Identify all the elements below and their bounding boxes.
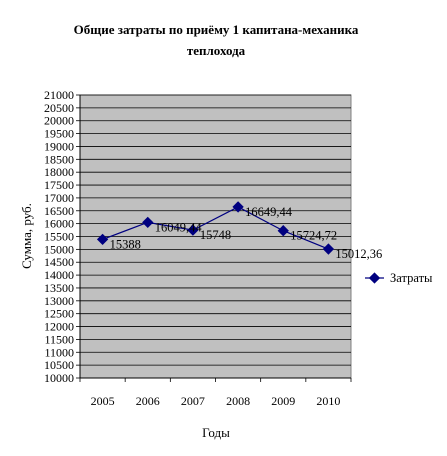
x-tick-label: 2007 bbox=[181, 394, 205, 408]
legend: Затраты bbox=[365, 271, 433, 285]
data-point bbox=[277, 225, 289, 237]
y-tick-label: 14000 bbox=[44, 268, 74, 282]
y-axis-ticks: 1000010500110001150012000125001300013500… bbox=[44, 88, 80, 385]
y-tick-label: 19000 bbox=[44, 139, 74, 153]
y-tick-label: 12000 bbox=[44, 320, 74, 334]
legend-label: Затраты bbox=[390, 271, 433, 285]
data-label: 15748 bbox=[200, 228, 231, 242]
x-tick-label: 2008 bbox=[226, 394, 250, 408]
y-tick-label: 10500 bbox=[44, 358, 74, 372]
y-tick-label: 19500 bbox=[44, 127, 74, 141]
y-tick-label: 20500 bbox=[44, 101, 74, 115]
x-axis-ticks: 2005 2006 2007 2008 2009 2010 bbox=[79, 95, 352, 408]
series-line bbox=[102, 206, 329, 250]
data-point bbox=[187, 224, 199, 236]
y-tick-label: 20000 bbox=[44, 114, 74, 128]
data-label: 15724,72 bbox=[290, 229, 337, 243]
y-axis-title: Сумма, руб. bbox=[19, 203, 34, 269]
chart-title-line-2: теплохода bbox=[187, 43, 246, 58]
data-point bbox=[142, 216, 154, 229]
chart-title-line-1: Общие затраты по приёму 1 капитана-механ… bbox=[74, 22, 359, 37]
data-label: 16049,44 bbox=[155, 220, 203, 234]
data-label: 15012,36 bbox=[335, 247, 382, 261]
y-tick-label: 17500 bbox=[44, 178, 74, 192]
x-tick-label: 2006 bbox=[136, 394, 160, 408]
series-zatraty bbox=[96, 201, 335, 255]
x-tick-label: 2005 bbox=[91, 394, 115, 408]
y-tick-label: 18500 bbox=[44, 152, 74, 166]
y-tick-label: 13000 bbox=[44, 294, 74, 308]
x-axis-title: Годы bbox=[202, 425, 230, 440]
y-tick-label: 16000 bbox=[44, 217, 74, 231]
data-label: 15388 bbox=[110, 237, 141, 251]
y-tick-label: 17000 bbox=[44, 191, 74, 205]
y-tick-label: 10000 bbox=[44, 371, 74, 385]
x-tick-label: 2009 bbox=[271, 394, 295, 408]
data-point bbox=[322, 243, 335, 255]
y-tick-label: 16500 bbox=[44, 204, 74, 218]
legend-marker bbox=[368, 272, 381, 284]
y-tick-label: 13500 bbox=[44, 281, 74, 295]
y-tick-label: 21000 bbox=[44, 88, 74, 102]
y-tick-label: 18000 bbox=[44, 165, 74, 179]
y-tick-label: 11500 bbox=[44, 332, 74, 346]
data-label: 16649,44 bbox=[245, 205, 293, 219]
y-tick-label: 11000 bbox=[44, 345, 74, 359]
y-tick-label: 15500 bbox=[44, 230, 74, 244]
y-tick-label: 14500 bbox=[44, 255, 74, 269]
y-tick-label: 12500 bbox=[44, 307, 74, 321]
x-tick-label: 2010 bbox=[316, 394, 340, 408]
y-tick-label: 15000 bbox=[44, 242, 74, 256]
data-point bbox=[232, 201, 244, 213]
